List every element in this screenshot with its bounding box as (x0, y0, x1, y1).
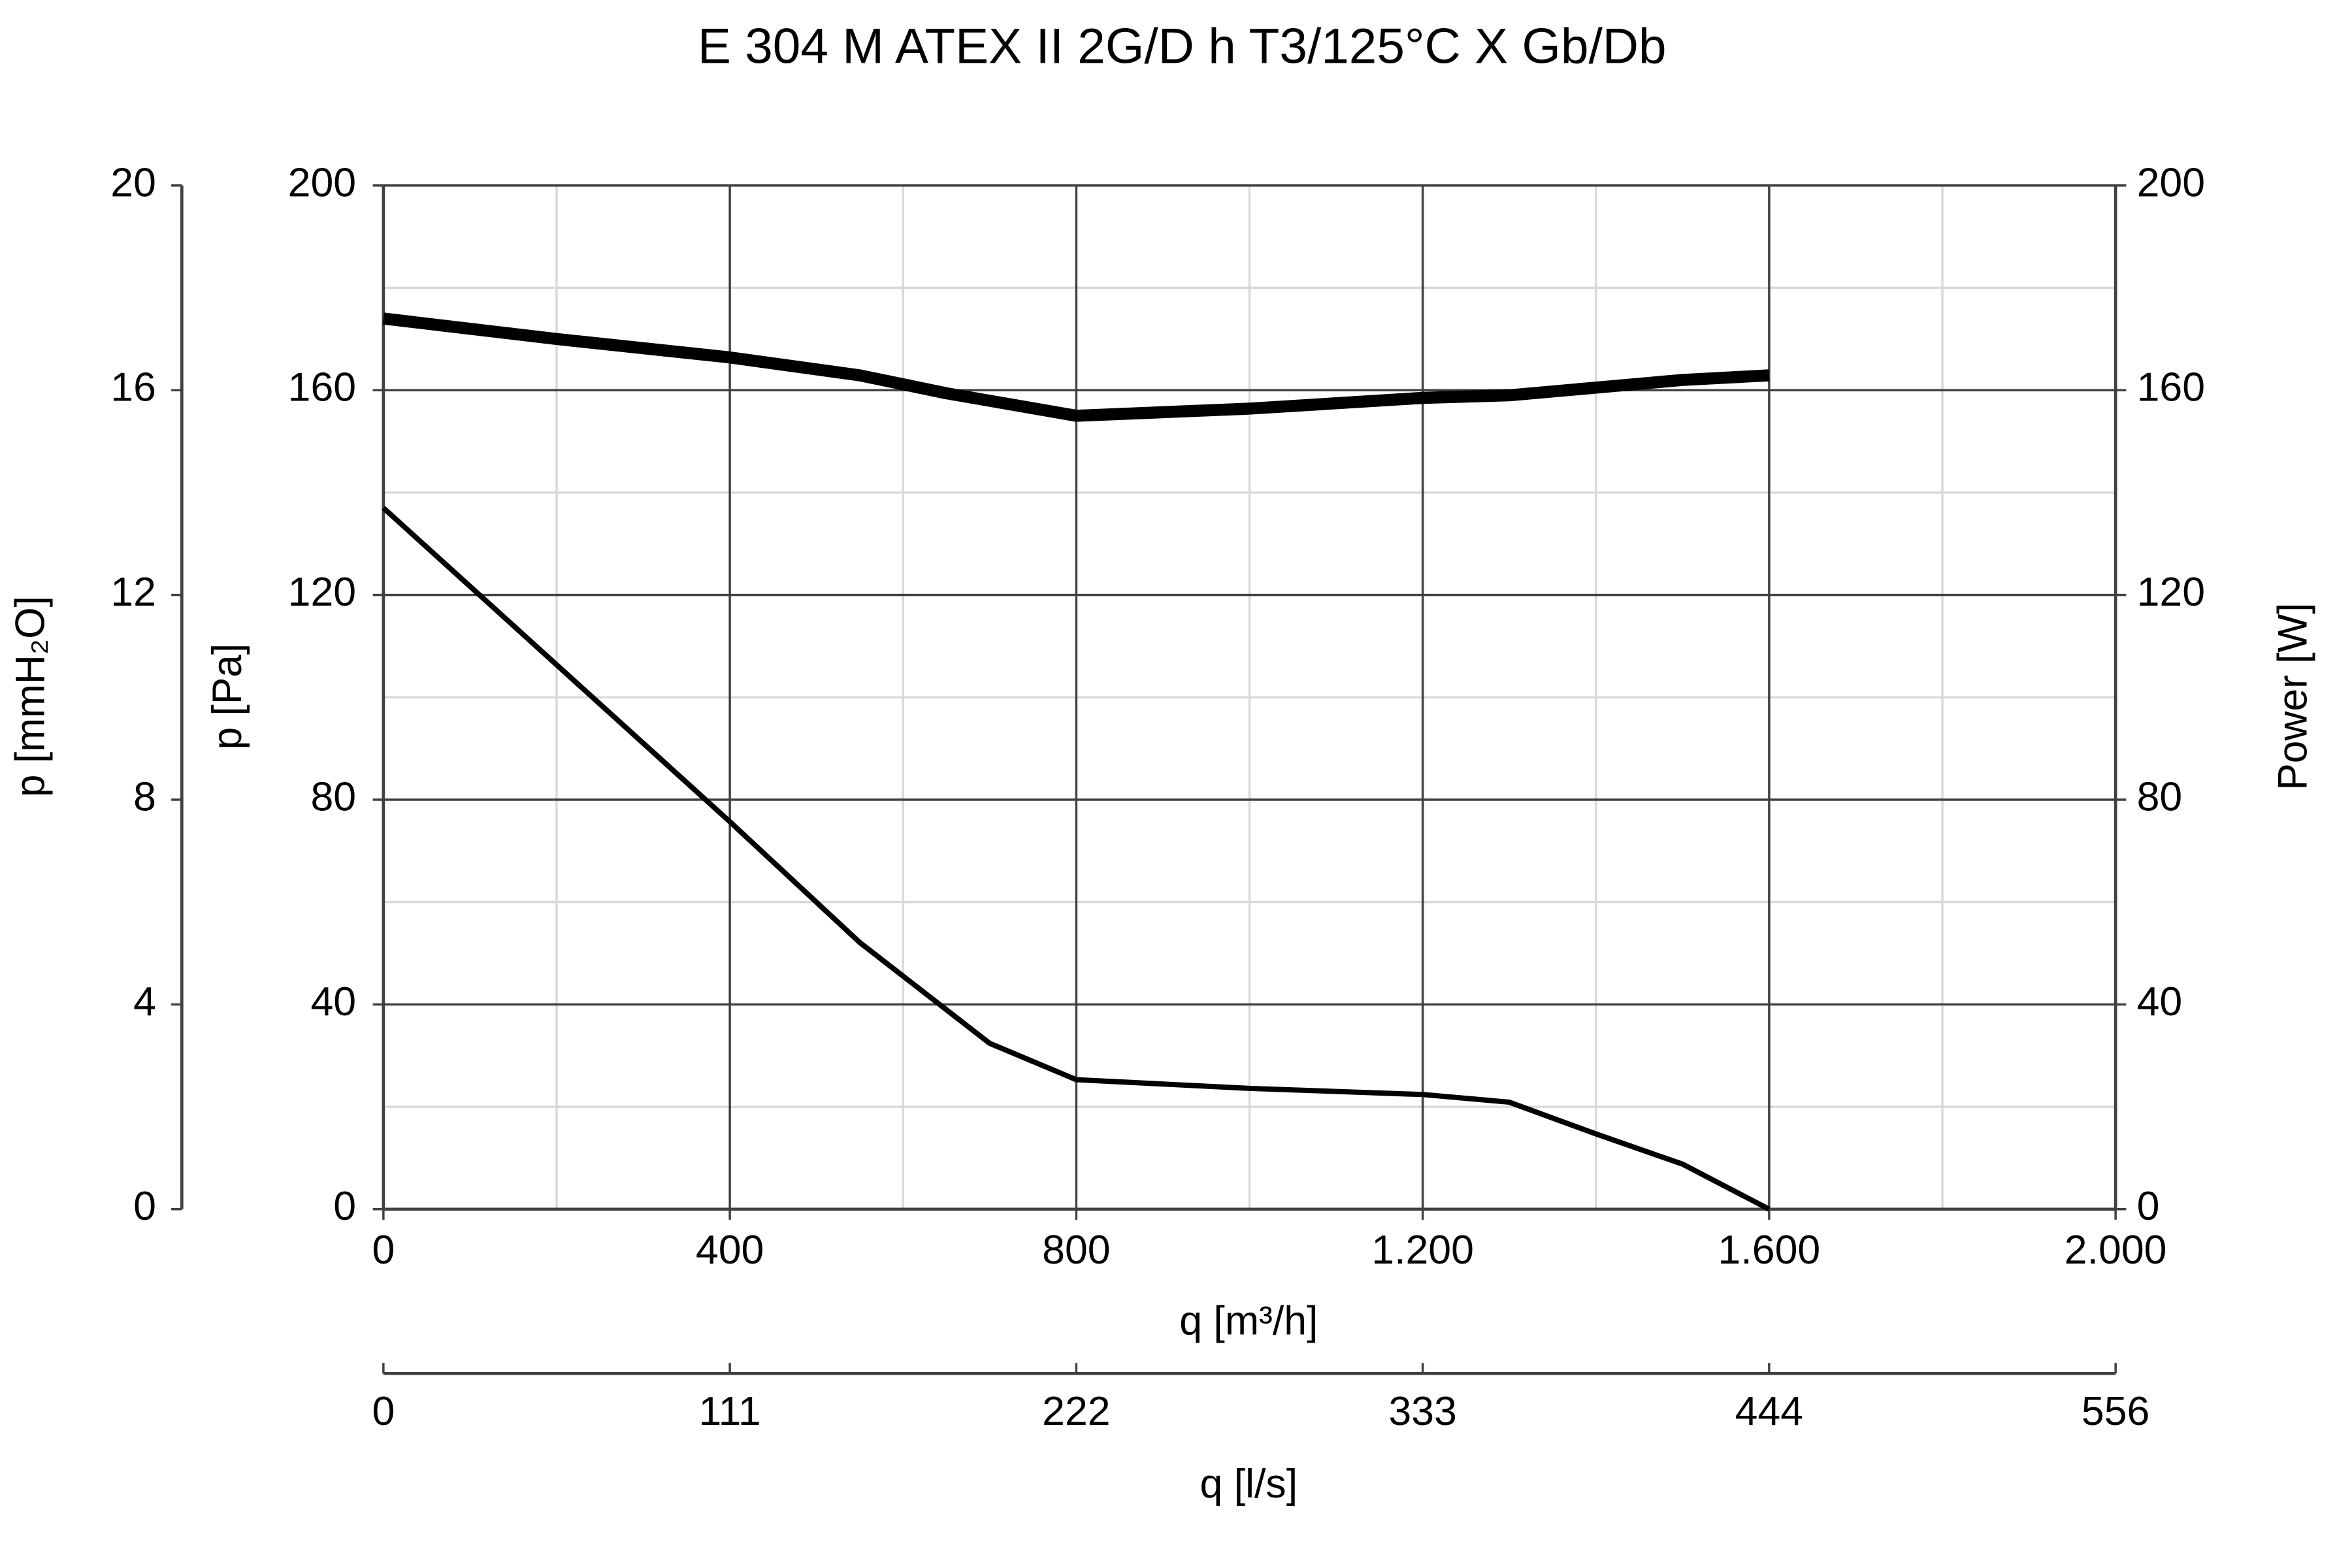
x2-tick-label: 0 (372, 1388, 395, 1434)
y2-tick-label: 160 (2137, 365, 2205, 410)
y-tick-label: 200 (288, 159, 356, 205)
y2-tick-label: 40 (2137, 979, 2183, 1024)
y-tick-label: 80 (310, 774, 356, 820)
y-tick-label: 0 (333, 1183, 356, 1229)
x-tick-label: 800 (1042, 1227, 1110, 1273)
y3-axis-label: p [mmH₂O] (7, 596, 53, 797)
chart-title: E 304 M ATEX II 2G/D h T3/125°C X Gb/Db (698, 18, 1667, 74)
y-axis-label: p [Pa] (204, 644, 250, 750)
x2-tick-label: 222 (1042, 1388, 1110, 1434)
y2-tick-label: 200 (2137, 159, 2205, 205)
x-tick-label: 2.000 (2065, 1227, 2167, 1273)
x2-tick-label: 556 (2082, 1388, 2149, 1434)
y3-tick-label: 4 (133, 979, 156, 1024)
y3-tick-label: 20 (110, 159, 156, 205)
x-tick-label: 1.200 (1371, 1227, 1474, 1273)
y-tick-label: 120 (288, 569, 356, 615)
x2-axis-label: q [l/s] (1200, 1461, 1298, 1507)
y2-tick-label: 0 (2137, 1183, 2160, 1229)
x-axis-label: q [m³/h] (1179, 1298, 1318, 1344)
y2-axis-label: Power [W] (2270, 603, 2316, 791)
y-tick-label: 40 (310, 979, 356, 1024)
y2-tick-label: 120 (2137, 569, 2205, 615)
pressure-curve (382, 506, 1771, 1212)
x2-tick-label: 333 (1388, 1388, 1456, 1434)
y-tick-label: 160 (288, 365, 356, 410)
y3-tick-label: 12 (110, 569, 156, 615)
x2-tick-label: 111 (699, 1388, 761, 1434)
y3-tick-label: 0 (133, 1183, 156, 1229)
y3-tick-label: 16 (110, 365, 156, 410)
y2-tick-label: 80 (2137, 774, 2183, 820)
y3-tick-label: 8 (133, 774, 156, 820)
x-tick-label: 1.600 (1718, 1227, 1821, 1273)
x-tick-label: 0 (372, 1227, 395, 1273)
power-curve (382, 312, 1770, 422)
x2-tick-label: 444 (1735, 1388, 1803, 1434)
x-tick-label: 400 (696, 1227, 764, 1273)
